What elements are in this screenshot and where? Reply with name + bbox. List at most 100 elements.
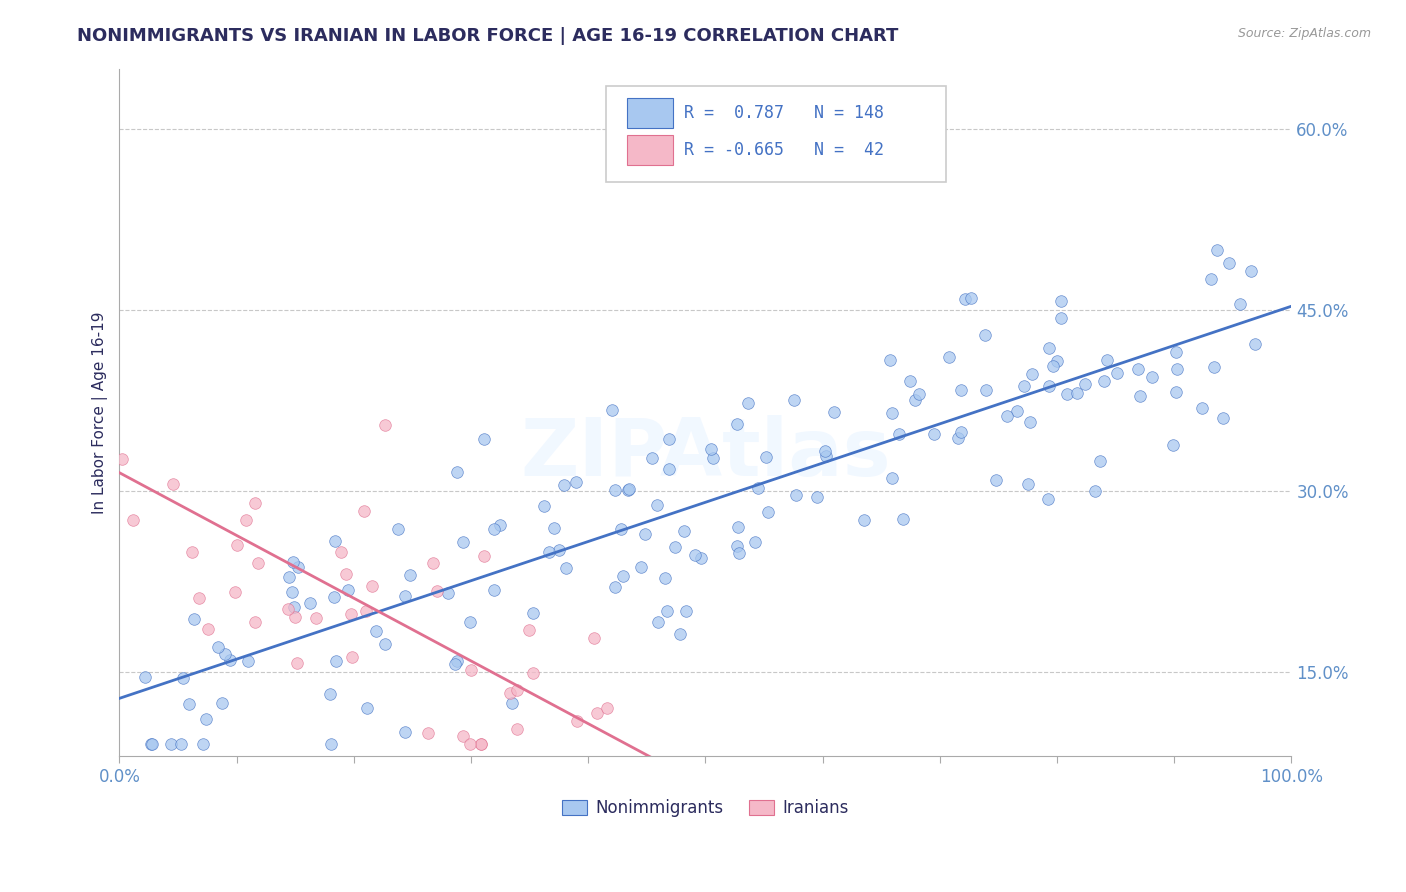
Point (654, 570, 676, 584)
Point (1012, 379, 1035, 393)
Point (422, 556, 444, 570)
Point (664, 540, 686, 554)
Point (374, 417, 396, 432)
Point (1038, 492, 1060, 507)
Point (948, 431, 970, 445)
Point (565, 714, 588, 728)
Point (1140, 370, 1163, 384)
Point (603, 483, 626, 498)
Point (277, 570, 299, 584)
Point (1088, 454, 1111, 468)
Point (519, 624, 541, 638)
Point (725, 417, 748, 432)
Point (537, 545, 560, 559)
Point (1166, 384, 1188, 399)
Point (1199, 272, 1222, 286)
Point (603, 580, 626, 594)
Point (1056, 387, 1078, 401)
Point (658, 462, 681, 476)
Point (908, 386, 931, 401)
Point (596, 700, 619, 714)
Point (880, 471, 903, 485)
Point (882, 407, 904, 421)
Point (887, 426, 910, 441)
Text: R = -0.665   N =  42: R = -0.665 N = 42 (685, 141, 884, 159)
Point (955, 293, 977, 307)
Point (602, 403, 624, 417)
Point (474, 432, 496, 446)
Point (337, 583, 360, 598)
Point (394, 725, 416, 739)
Point (141, 737, 163, 751)
Point (893, 511, 915, 525)
Point (1042, 359, 1064, 373)
Point (287, 559, 309, 574)
Point (319, 687, 342, 701)
Point (437, 586, 460, 600)
Point (177, 698, 200, 712)
Point (399, 568, 422, 582)
Point (284, 610, 307, 624)
Point (783, 393, 806, 408)
Point (172, 671, 194, 685)
Point (170, 737, 193, 751)
Point (187, 591, 209, 605)
Text: ZIPAtlas: ZIPAtlas (520, 415, 891, 492)
Point (879, 353, 901, 368)
Point (329, 544, 352, 558)
Point (356, 701, 378, 715)
Point (211, 697, 233, 711)
Point (387, 522, 409, 536)
Point (683, 549, 706, 563)
Point (543, 521, 565, 535)
Point (458, 737, 481, 751)
Point (553, 477, 575, 491)
Point (1046, 353, 1069, 368)
Point (1229, 296, 1251, 310)
Point (1128, 362, 1150, 376)
Point (744, 534, 766, 549)
Point (340, 650, 363, 665)
Point (737, 396, 759, 410)
Point (472, 549, 495, 564)
Point (243, 496, 266, 510)
Point (1191, 401, 1213, 415)
Point (1018, 415, 1040, 429)
Point (634, 526, 657, 541)
Point (1017, 476, 1039, 491)
Point (655, 604, 678, 618)
Point (194, 712, 217, 726)
Y-axis label: In Labor Force | Age 16-19: In Labor Force | Age 16-19 (93, 311, 108, 514)
Point (658, 432, 681, 446)
Point (959, 291, 981, 305)
Point (1212, 410, 1234, 425)
Point (180, 545, 202, 559)
Point (283, 599, 305, 614)
Point (360, 579, 382, 593)
Point (364, 624, 387, 638)
Point (122, 513, 145, 527)
Point (547, 543, 569, 558)
Point (162, 477, 184, 491)
Point (335, 566, 357, 581)
Point (1021, 367, 1043, 381)
FancyBboxPatch shape (627, 135, 672, 165)
Point (1038, 379, 1060, 393)
Point (617, 482, 640, 496)
Point (756, 506, 779, 520)
FancyBboxPatch shape (627, 98, 672, 128)
Point (323, 591, 346, 605)
Point (785, 488, 807, 502)
Text: R =  0.787   N = 148: R = 0.787 N = 148 (685, 104, 884, 122)
Point (323, 533, 346, 548)
Point (924, 427, 946, 442)
Point (214, 648, 236, 662)
Point (1050, 293, 1073, 308)
Point (669, 627, 692, 641)
Point (702, 450, 724, 465)
Point (1107, 367, 1129, 381)
Point (460, 663, 482, 677)
Point (460, 615, 482, 629)
Point (246, 556, 269, 570)
Point (1005, 404, 1028, 418)
